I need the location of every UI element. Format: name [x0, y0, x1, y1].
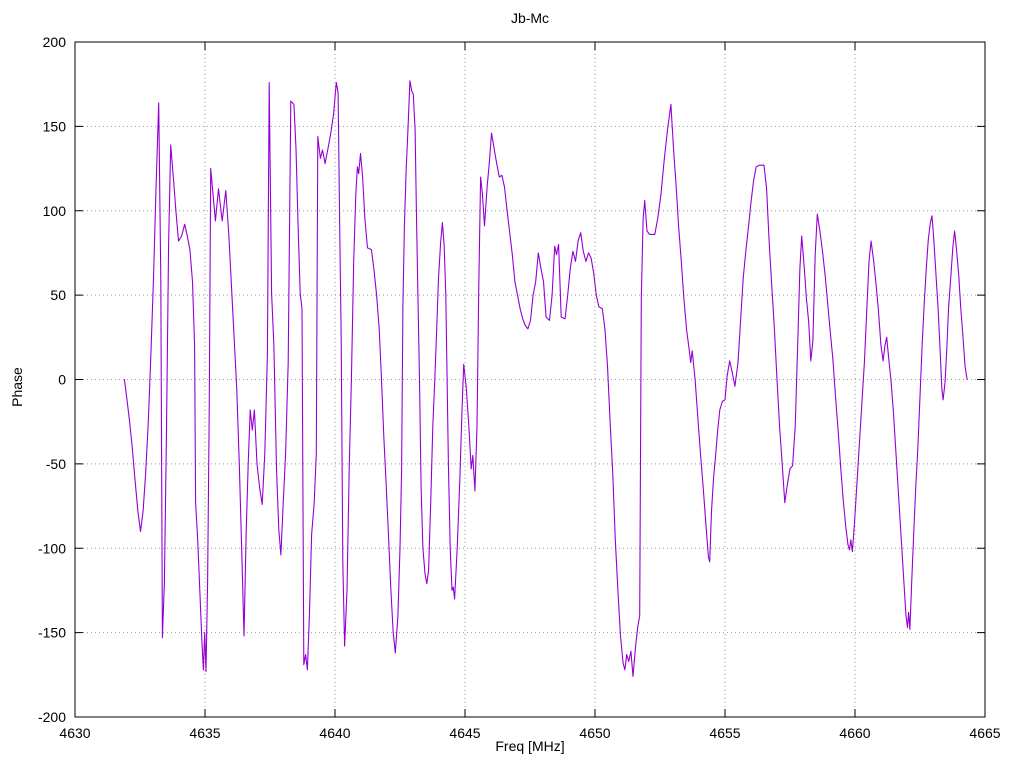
x-tick-label: 4640	[319, 725, 350, 741]
y-tick-label: 0	[58, 372, 66, 388]
phase-curve	[123, 80, 968, 678]
x-tick-label: 4655	[709, 725, 740, 741]
y-tick-label: -100	[38, 540, 66, 556]
y-tick-label: 200	[43, 34, 67, 50]
y-tick-label: -50	[46, 456, 66, 472]
x-tick-label: 4645	[449, 725, 480, 741]
y-tick-label: -150	[38, 625, 66, 641]
x-tick-label: 4665	[969, 725, 1000, 741]
x-axis-label: Freq [MHz]	[495, 738, 565, 754]
y-tick-label: 50	[50, 287, 66, 303]
y-tick-label: -200	[38, 709, 66, 725]
x-tick-label: 4660	[839, 725, 870, 741]
x-tick-label: 4650	[579, 725, 610, 741]
plot-title: Jb-Mc	[510, 10, 550, 26]
y-tick-label: 150	[43, 118, 67, 134]
y-tick-label: 100	[43, 203, 67, 219]
x-tick-label: 4630	[59, 725, 90, 741]
x-tick-label: 4635	[189, 725, 220, 741]
